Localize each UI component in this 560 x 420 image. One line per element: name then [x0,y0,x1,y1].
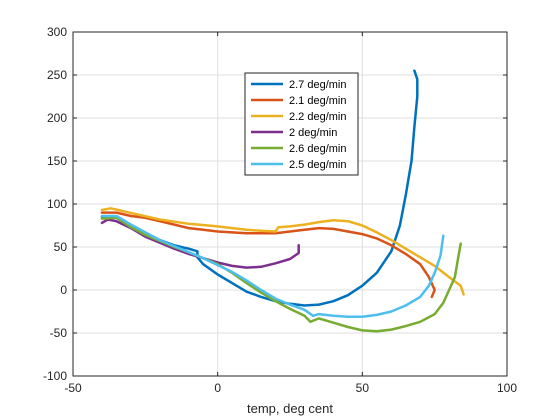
y-tick-label: 150 [47,154,67,168]
x-tick-label: -50 [64,381,82,395]
x-tick-label: 50 [356,381,370,395]
legend-entry-label: 2.7 deg/min [289,79,346,91]
legend: 2.7 deg/min 2.1 deg/min 2.2 deg/min 2 deg/m… [244,72,359,176]
legend-entry-label: 2.5 deg/min [289,159,346,171]
x-tick-label: 100 [497,381,517,395]
legend-entry-label: 2.2 deg/min [289,111,346,123]
series-layer [100,69,465,333]
y-tick-label: 0 [60,283,67,297]
legend-box [244,72,359,176]
y-tick-label: 300 [47,25,67,39]
y-tick-label: 250 [47,68,67,82]
legend-entry-label: 2 deg/min [289,127,337,139]
series-line-2 [100,211,436,299]
series-line-6 [100,214,445,318]
series-line-3 [100,207,465,296]
y-tick-label: 200 [47,111,67,125]
y-tick-label: 100 [47,197,67,211]
legend-entry-label: 2.6 deg/min [289,143,346,155]
x-tick-label: 0 [214,381,221,395]
y-tick-label: -100 [43,369,67,383]
y-tick-label: -50 [50,326,68,340]
y-tick-label: 50 [54,240,68,254]
x-axis-label: temp, deg cent [247,401,333,416]
legend-entry-label: 2.1 deg/min [289,95,346,107]
